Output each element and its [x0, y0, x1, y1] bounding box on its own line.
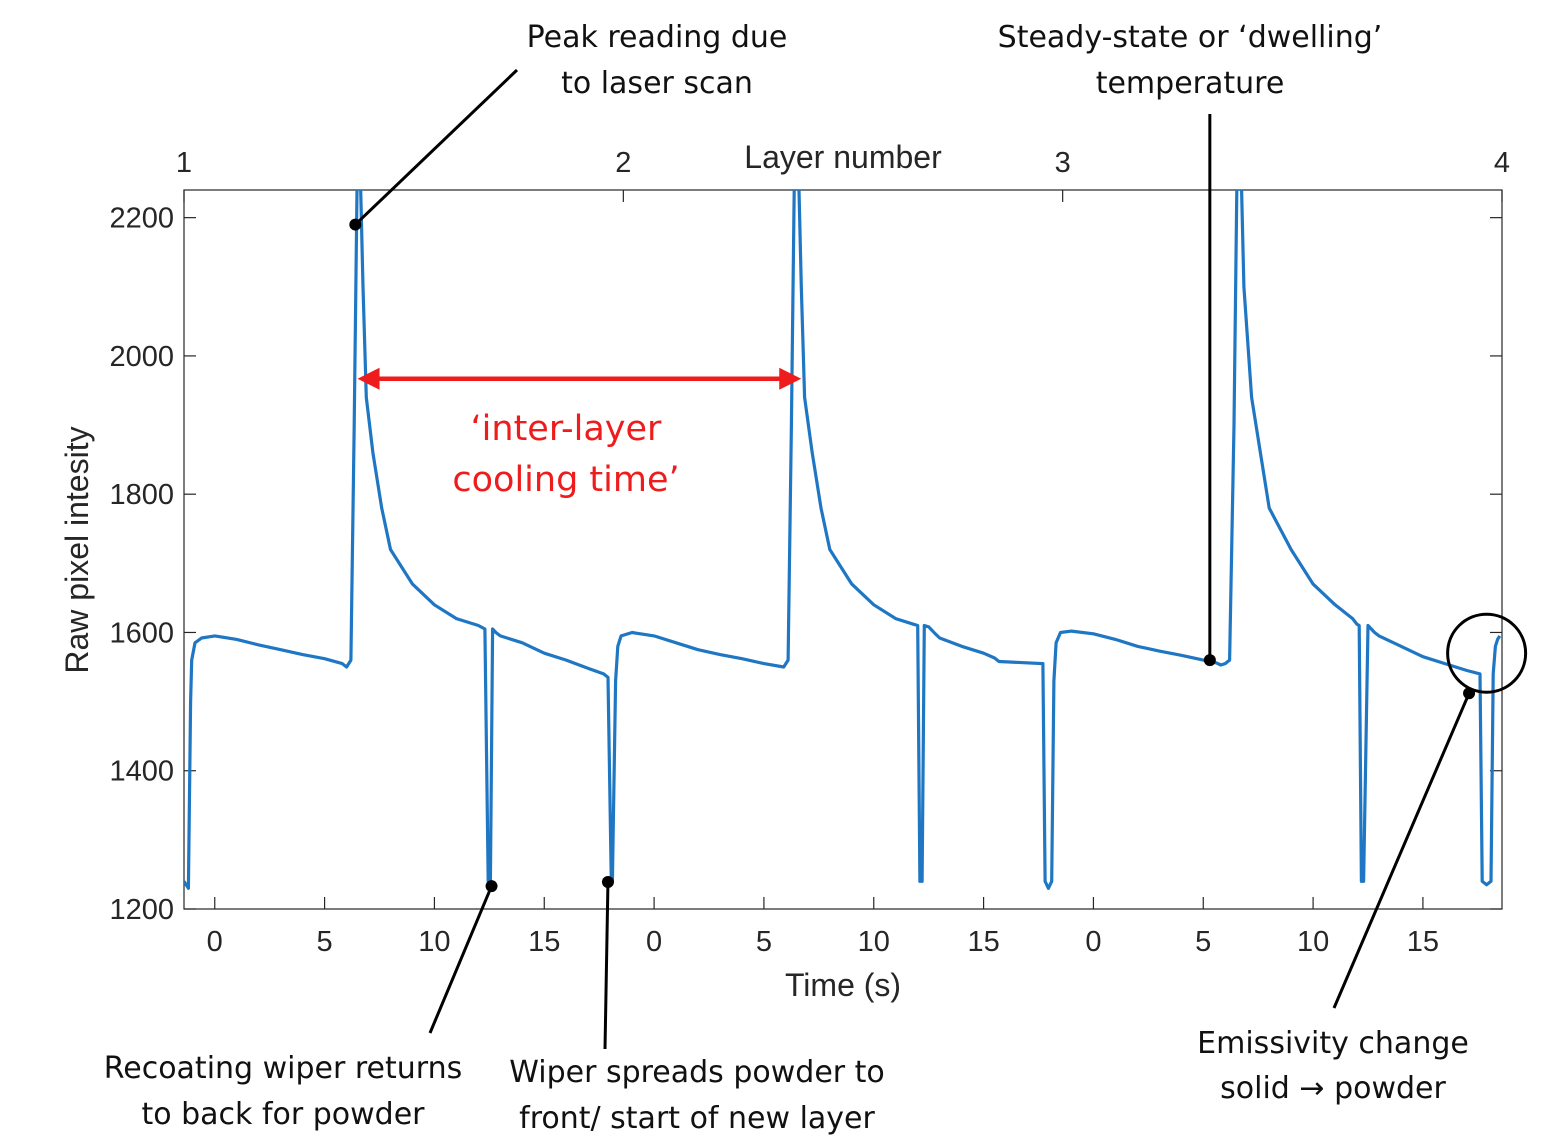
- wiper-return-annotation: to back for powder: [141, 1097, 425, 1132]
- wiper-return-leader-line: [428, 885, 493, 1034]
- x-tick-label: 0: [207, 926, 223, 958]
- top-axis: 1 2 3 4: [176, 147, 1510, 202]
- y-tick-label: 2200: [109, 203, 174, 235]
- y-tick-label: 2000: [109, 341, 174, 373]
- y-tick-label: 1800: [109, 479, 174, 511]
- peak-annotation: to laser scan: [561, 66, 753, 101]
- x-tick-label: 15: [528, 926, 560, 958]
- y-axis-title: Raw pixel intesity: [59, 426, 95, 673]
- peak-leader-line: [354, 68, 519, 226]
- steady-marker: [1203, 654, 1216, 667]
- top-tick-label: 1: [176, 147, 192, 179]
- steady-annotation: temperature: [1096, 66, 1285, 101]
- emissivity-highlight-circle: [1446, 612, 1528, 694]
- top-axis-title: Layer number: [744, 139, 942, 175]
- steady-annotation: Steady-state or ‘dwelling’: [998, 20, 1383, 55]
- peak-annotation: Peak reading due: [527, 20, 788, 55]
- x-tick-label: 10: [858, 926, 890, 958]
- x-axis: 0 5 10 15 0 5 10 15 0 5 10 15: [207, 897, 1439, 958]
- annotations: Peak reading due to laser scan Steady-stat…: [104, 20, 1528, 1136]
- wiper-return-annotation: Recoating wiper returns: [104, 1051, 462, 1086]
- x-tick-label: 10: [418, 926, 450, 958]
- wiper-spread-annotation: Wiper spreads powder to: [509, 1055, 885, 1090]
- x-tick-label: 5: [1195, 926, 1211, 958]
- wiper-return-marker: [485, 880, 498, 893]
- y-tick-label: 1600: [109, 617, 174, 649]
- emissivity-annotation: Emissivity change: [1197, 1026, 1469, 1061]
- interlayer-annotation: ‘inter-layer: [471, 409, 662, 449]
- y-tick-label: 1400: [109, 756, 174, 788]
- y-tick-label: 1200: [109, 894, 174, 926]
- x-tick-label: 0: [1085, 926, 1101, 958]
- top-tick-label: 2: [615, 147, 631, 179]
- emissivity-annotation: solid → powder: [1220, 1071, 1446, 1106]
- x-tick-label: 5: [317, 926, 333, 958]
- x-tick-label: 15: [967, 926, 999, 958]
- wiper-spread-leader-line: [603, 882, 610, 1050]
- interlayer-arrowhead-left: [357, 367, 380, 390]
- y-axis: 1200 1400 1600 1800 2000 2200: [109, 203, 1502, 926]
- x-axis-title: Time (s): [785, 967, 901, 1003]
- wiper-spread-annotation: front/ start of new layer: [519, 1101, 875, 1136]
- series-line: [184, 190, 1502, 890]
- x-tick-label: 5: [756, 926, 772, 958]
- x-tick-label: 10: [1297, 926, 1329, 958]
- interlayer-arrowhead-right: [779, 367, 802, 390]
- plot-area: [183, 189, 1503, 910]
- x-tick-label: 0: [646, 926, 662, 958]
- top-tick-label: 4: [1494, 147, 1510, 179]
- interlayer-annotation: cooling time’: [452, 460, 679, 500]
- top-tick-label: 3: [1055, 147, 1071, 179]
- x-tick-label: 15: [1407, 926, 1439, 958]
- wiper-spread-marker: [601, 876, 614, 889]
- emissivity-leader-line: [1332, 692, 1471, 1009]
- peak-marker: [349, 218, 362, 231]
